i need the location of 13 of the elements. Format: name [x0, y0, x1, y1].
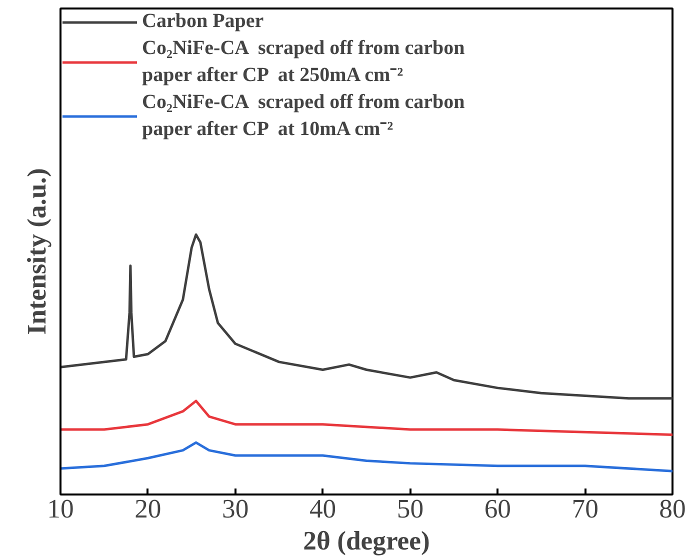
legend-label: Co₂NiFe-CA scraped off from carbon paper after CP at 250mA cm⁻²: [142, 37, 465, 87]
x-tick-label: 20: [134, 494, 162, 524]
x-axis-title: 2θ (degree): [303, 526, 430, 556]
x-tick-label: 80: [659, 494, 686, 524]
x-tick-label: 10: [47, 494, 74, 524]
x-tick-label: 50: [396, 494, 424, 524]
x-tick-label: 30: [222, 494, 249, 524]
x-tick-label: 70: [572, 494, 598, 524]
legend-label: Carbon Paper: [142, 10, 264, 33]
x-tick-label: 40: [309, 494, 336, 524]
x-tick-label: 60: [484, 494, 511, 524]
y-axis-title: Intensity (a.u.): [22, 168, 52, 335]
legend-label: Co₂NiFe-CA scraped off from carbon paper after CP at 10mA cm⁻²: [142, 91, 465, 141]
